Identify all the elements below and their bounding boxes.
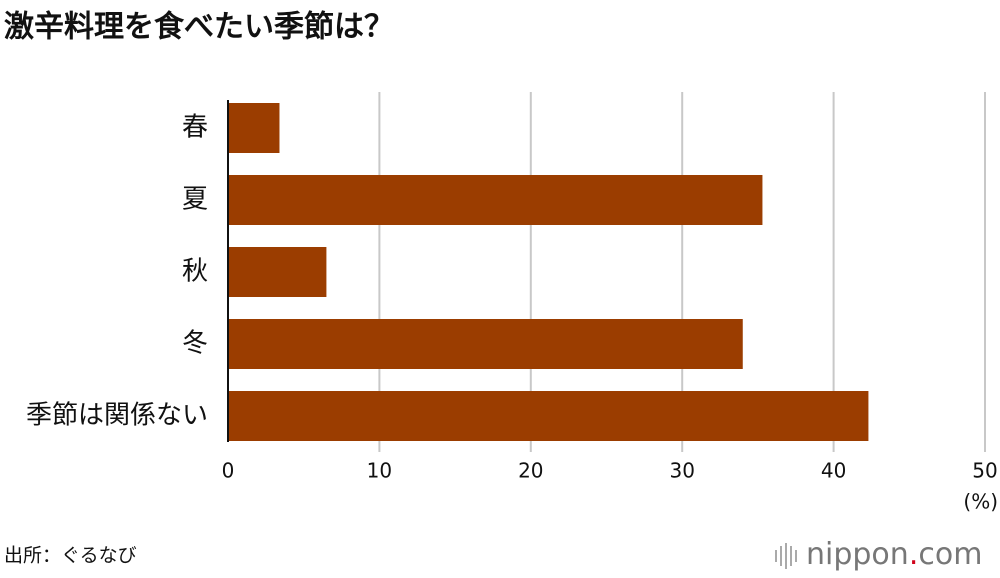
x-tick-label: 0 (222, 459, 235, 483)
x-tick-label: 10 (367, 459, 392, 483)
y-tick-label: 季節は関係ない (26, 401, 208, 431)
bar (228, 319, 743, 369)
x-tick-label: 30 (669, 459, 694, 483)
x-tick-label: 50 (972, 459, 997, 483)
y-tick-label: 春 (182, 113, 208, 143)
bar (228, 103, 280, 153)
chart-title: 激辛料理を食べたい季節は？ (4, 10, 394, 45)
y-tick-label: 秋 (182, 257, 208, 287)
y-tick-label: 夏 (182, 185, 208, 215)
bar (228, 391, 869, 441)
bar (228, 175, 763, 225)
y-tick-label: 冬 (182, 329, 208, 359)
logo-text: nippon.com (806, 537, 982, 572)
source: 出所：ぐるなび (4, 545, 137, 567)
logo-tld: com (918, 537, 982, 572)
x-unit: (%) (963, 490, 998, 514)
logo-name: nippon (806, 537, 909, 572)
x-tick-label: 40 (821, 459, 846, 483)
bar (228, 247, 327, 297)
logo-dot: . (909, 537, 919, 572)
logo: nippon.com (775, 537, 982, 572)
logo-icon (775, 543, 797, 569)
x-tick-label: 20 (518, 459, 543, 483)
